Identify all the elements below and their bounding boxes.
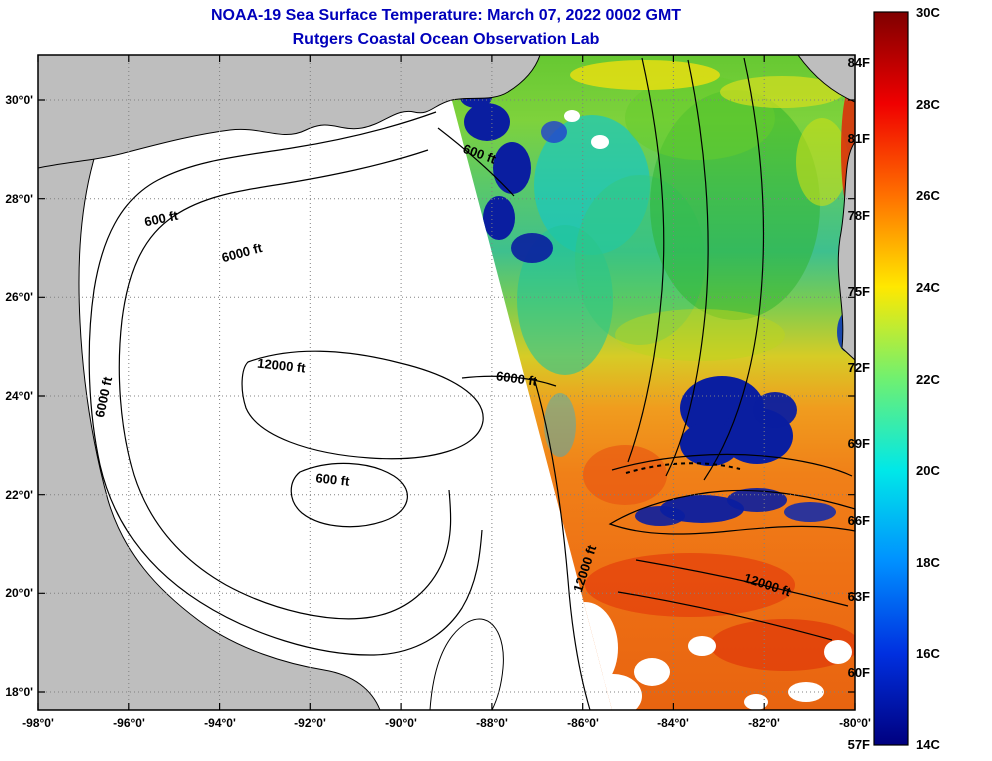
cbar-c-label: 14C (916, 737, 940, 752)
contour-label: 12000 ft (257, 356, 307, 376)
x-tick-label: -86°0' (567, 716, 599, 730)
sst-swath (440, 55, 855, 710)
cbar-c-label: 24C (916, 280, 940, 295)
x-tick-label: -88°0' (476, 716, 508, 730)
x-tick-label: -90°0' (385, 716, 417, 730)
cbar-f-label: 84F (848, 55, 870, 70)
axis-ticks (37, 55, 856, 710)
y-tick-label: 22°0' (5, 488, 33, 502)
cbar-f-label: 63F (848, 589, 870, 604)
y-tick-label: 26°0' (5, 290, 33, 304)
cbar-c-label: 18C (916, 555, 940, 570)
colorbar-gradient (873, 11, 909, 746)
cbar-f-label: 60F (848, 665, 870, 680)
contour-label: 600 ft (143, 208, 180, 230)
colorbar-fahrenheit-labels: 84F 81F 78F 75F 72F 69F 66F 63F 60F 57F (848, 55, 870, 752)
cbar-f-label: 72F (848, 360, 870, 375)
cbar-c-label: 28C (916, 97, 940, 112)
land-mexico-texas (37, 145, 381, 711)
cbar-c-label: 30C (916, 5, 940, 20)
cbar-c-label: 22C (916, 372, 940, 387)
cbar-c-label: 26C (916, 188, 940, 203)
contour-label: 600 ft (315, 470, 351, 489)
title-line-1: NOAA-19 Sea Surface Temperature: March 0… (211, 7, 681, 24)
cbar-f-label: 57F (848, 737, 870, 752)
cbar-f-label: 81F (848, 131, 870, 146)
y-tick-label: 24°0' (5, 389, 33, 403)
y-axis-labels: 30°0' 28°0' 26°0' 24°0' 22°0' 20°0' 18°0… (5, 93, 33, 699)
x-tick-label: -82°0' (748, 716, 780, 730)
x-tick-label: -84°0' (657, 716, 689, 730)
cbar-c-label: 20C (916, 463, 940, 478)
land-north-gulf-coast (37, 54, 541, 169)
land-florida-east-coast (837, 140, 856, 362)
title-line-2: Rutgers Coastal Ocean Observation Lab (293, 31, 600, 48)
x-tick-label: -96°0' (113, 716, 145, 730)
graticule (38, 55, 855, 710)
map-area: 600 ft 6000 ft 600 ft 6000 ft 12000 ft 6… (5, 54, 871, 730)
contour-label: 6000 ft (495, 368, 539, 389)
cbar-f-label: 75F (848, 284, 870, 299)
y-tick-label: 30°0' (5, 93, 33, 107)
x-axis-labels: -98°0' -96°0' -94°0' -92°0' -90°0' -88°0… (22, 716, 871, 730)
cbar-f-label: 66F (848, 513, 870, 528)
x-tick-label: -94°0' (204, 716, 236, 730)
bathymetry-contours (88, 57, 853, 711)
y-tick-label: 20°0' (5, 586, 33, 600)
colorbar-celsius-labels: 30C 28C 26C 24C 22C 20C 18C 16C 14C (916, 5, 940, 752)
cbar-f-label: 78F (848, 208, 870, 223)
x-tick-label: -80°0' (839, 716, 871, 730)
cbar-c-label: 16C (916, 646, 940, 661)
cbar-f-label: 69F (848, 436, 870, 451)
x-tick-label: -98°0' (22, 716, 54, 730)
colorbar: 84F 81F 78F 75F 72F 69F 66F 63F 60F 57F … (848, 5, 941, 752)
axes-frame (37, 54, 856, 711)
florida-keys (625, 462, 741, 474)
y-tick-label: 28°0' (5, 192, 33, 206)
x-tick-label: -92°0' (294, 716, 326, 730)
y-tick-label: 18°0' (5, 685, 33, 699)
